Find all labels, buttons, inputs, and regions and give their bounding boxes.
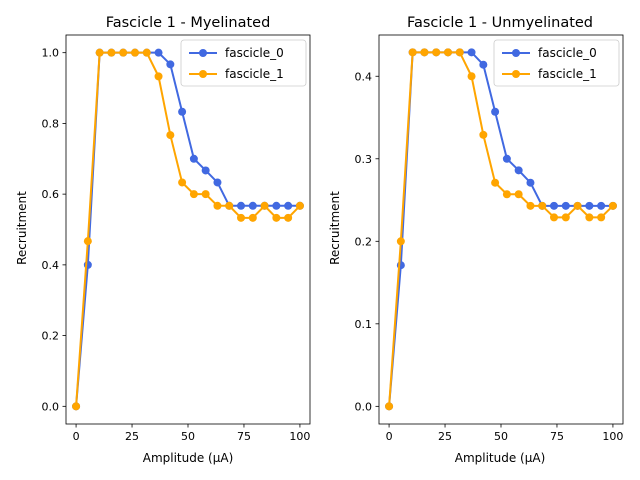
y-tick-label: 0.3 bbox=[355, 153, 373, 166]
data-point-fascicle_1 bbox=[385, 402, 394, 411]
data-point-fascicle_1 bbox=[201, 190, 210, 199]
y-tick-label: 0.2 bbox=[355, 235, 373, 248]
data-point-fascicle_0 bbox=[284, 201, 293, 210]
data-point-fascicle_1 bbox=[213, 201, 222, 210]
data-point-fascicle_1 bbox=[420, 48, 429, 57]
x-axis-label: Amplitude (µA) bbox=[143, 451, 234, 465]
data-point-fascicle_1 bbox=[514, 190, 523, 199]
data-point-fascicle_1 bbox=[154, 72, 163, 81]
data-point-fascicle_0 bbox=[201, 166, 210, 175]
data-point-fascicle_1 bbox=[585, 213, 594, 222]
data-point-fascicle_1 bbox=[178, 178, 187, 187]
data-point-fascicle_1 bbox=[491, 178, 500, 187]
data-point-fascicle_1 bbox=[130, 48, 139, 57]
data-point-fascicle_0 bbox=[237, 201, 246, 210]
legend-label: fascicle_1 bbox=[538, 67, 597, 81]
data-point-fascicle_1 bbox=[467, 72, 476, 81]
legend-marker-fascicle_0 bbox=[199, 49, 207, 57]
y-tick-label: 0.8 bbox=[42, 117, 60, 130]
y-axis-label: Recruitment bbox=[15, 191, 29, 265]
data-point-fascicle_1 bbox=[608, 201, 617, 210]
data-point-fascicle_0 bbox=[502, 154, 511, 163]
data-point-fascicle_1 bbox=[502, 190, 511, 199]
data-point-fascicle_0 bbox=[272, 201, 281, 210]
data-point-fascicle_0 bbox=[597, 201, 606, 210]
x-tick-label: 25 bbox=[125, 430, 139, 443]
data-point-fascicle_0 bbox=[178, 107, 187, 116]
y-tick-label: 0.4 bbox=[355, 70, 373, 83]
x-axis-label: Amplitude (µA) bbox=[455, 451, 546, 465]
data-point-fascicle_1 bbox=[166, 131, 175, 140]
legend-label: fascicle_1 bbox=[225, 67, 284, 81]
data-point-fascicle_1 bbox=[573, 201, 582, 210]
data-point-fascicle_0 bbox=[479, 60, 488, 69]
data-point-fascicle_1 bbox=[260, 201, 269, 210]
y-tick-label: 0.2 bbox=[42, 330, 60, 343]
data-point-fascicle_1 bbox=[295, 201, 304, 210]
x-tick-label: 100 bbox=[602, 430, 623, 443]
data-point-fascicle_0 bbox=[514, 166, 523, 175]
data-point-fascicle_0 bbox=[154, 48, 163, 57]
x-tick-label: 25 bbox=[438, 430, 452, 443]
x-tick-label: 0 bbox=[73, 430, 80, 443]
data-point-fascicle_0 bbox=[467, 48, 476, 57]
legend-label: fascicle_0 bbox=[538, 46, 597, 60]
data-point-fascicle_1 bbox=[432, 48, 441, 57]
data-point-fascicle_1 bbox=[526, 201, 535, 210]
data-point-fascicle_1 bbox=[443, 48, 452, 57]
data-point-fascicle_1 bbox=[550, 213, 559, 222]
subplot-unmyelinated: Fascicle 1 - Unmyelinated Amplitude (µA)… bbox=[328, 15, 623, 465]
data-point-fascicle_1 bbox=[408, 48, 417, 57]
data-point-fascicle_1 bbox=[272, 213, 281, 222]
data-point-fascicle_1 bbox=[142, 48, 151, 57]
chart-title: Fascicle 1 - Myelinated bbox=[106, 15, 271, 31]
data-point-fascicle_1 bbox=[107, 48, 116, 57]
data-point-fascicle_0 bbox=[213, 178, 222, 187]
y-tick-label: 0.0 bbox=[42, 400, 60, 413]
legend-marker-fascicle_0 bbox=[512, 49, 520, 57]
data-point-fascicle_1 bbox=[83, 237, 92, 246]
x-tick-label: 0 bbox=[386, 430, 393, 443]
data-point-fascicle_1 bbox=[237, 213, 246, 222]
x-tick-label: 100 bbox=[289, 430, 310, 443]
data-point-fascicle_1 bbox=[455, 48, 464, 57]
y-tick-label: 0.1 bbox=[355, 318, 373, 331]
data-point-fascicle_1 bbox=[72, 402, 81, 411]
chart-title: Fascicle 1 - Unmyelinated bbox=[407, 15, 593, 31]
data-point-fascicle_1 bbox=[396, 237, 405, 246]
data-point-fascicle_1 bbox=[284, 213, 293, 222]
x-tick-label: 50 bbox=[181, 430, 195, 443]
data-point-fascicle_0 bbox=[189, 154, 198, 163]
data-point-fascicle_0 bbox=[248, 201, 257, 210]
data-point-fascicle_1 bbox=[189, 190, 198, 199]
data-point-fascicle_1 bbox=[538, 201, 547, 210]
y-tick-label: 0.4 bbox=[42, 259, 60, 272]
subplot-myelinated: Fascicle 1 - Myelinated Amplitude (µA) R… bbox=[15, 15, 310, 465]
data-point-fascicle_0 bbox=[166, 60, 175, 69]
data-point-fascicle_0 bbox=[561, 201, 570, 210]
data-point-fascicle_0 bbox=[550, 201, 559, 210]
legend-label: fascicle_0 bbox=[225, 46, 284, 60]
data-point-fascicle_1 bbox=[597, 213, 606, 222]
data-point-fascicle_0 bbox=[491, 107, 500, 116]
data-point-fascicle_1 bbox=[561, 213, 570, 222]
data-point-fascicle_1 bbox=[119, 48, 128, 57]
data-point-fascicle_1 bbox=[95, 48, 104, 57]
y-tick-label: 0.0 bbox=[355, 400, 373, 413]
x-tick-label: 75 bbox=[550, 430, 564, 443]
data-point-fascicle_0 bbox=[526, 178, 535, 187]
legend-marker-fascicle_1 bbox=[512, 70, 520, 78]
legend-marker-fascicle_1 bbox=[199, 70, 207, 78]
y-tick-label: 1.0 bbox=[42, 47, 60, 60]
y-axis-label: Recruitment bbox=[328, 191, 342, 265]
data-point-fascicle_1 bbox=[248, 213, 257, 222]
data-point-fascicle_0 bbox=[585, 201, 594, 210]
y-tick-label: 0.6 bbox=[42, 188, 60, 201]
data-point-fascicle_1 bbox=[225, 201, 234, 210]
data-point-fascicle_1 bbox=[479, 130, 488, 139]
x-tick-label: 50 bbox=[494, 430, 508, 443]
x-tick-label: 75 bbox=[237, 430, 251, 443]
